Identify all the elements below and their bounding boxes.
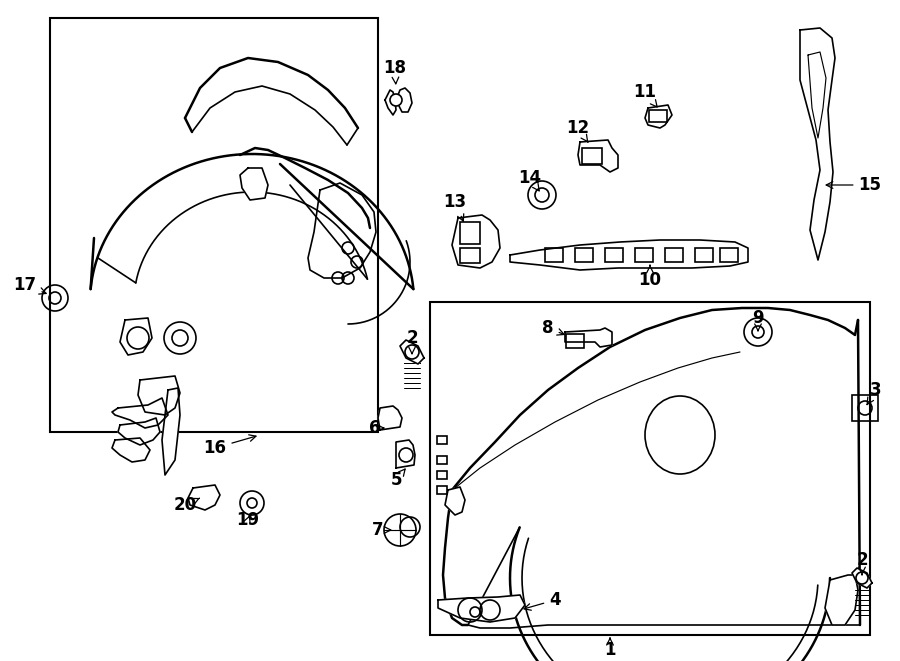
Polygon shape	[385, 90, 396, 115]
Polygon shape	[445, 487, 465, 515]
Bar	[566, 334, 584, 348]
Polygon shape	[120, 318, 152, 355]
Polygon shape	[510, 240, 748, 270]
Polygon shape	[240, 168, 268, 200]
Polygon shape	[565, 328, 612, 347]
Bar	[437, 471, 447, 479]
Bar	[460, 248, 480, 263]
Text: 1: 1	[604, 638, 616, 659]
Text: 15: 15	[826, 176, 881, 194]
Text: 5: 5	[391, 469, 405, 489]
Bar	[665, 248, 683, 262]
Bar	[720, 248, 738, 262]
Text: 16: 16	[203, 435, 256, 457]
Text: 12: 12	[566, 119, 590, 142]
Bar	[437, 486, 447, 494]
Bar	[649, 110, 667, 122]
Text: 4: 4	[524, 591, 561, 610]
Text: 19: 19	[237, 511, 259, 529]
Bar	[695, 248, 713, 262]
Polygon shape	[162, 388, 180, 475]
Bar	[605, 248, 623, 262]
Polygon shape	[396, 440, 415, 468]
Bar	[635, 248, 653, 262]
Polygon shape	[852, 568, 872, 588]
Text: 2: 2	[406, 329, 418, 354]
Text: 14: 14	[518, 169, 542, 191]
Text: 7: 7	[373, 521, 391, 539]
Text: 10: 10	[638, 265, 662, 289]
Polygon shape	[400, 340, 424, 364]
Text: 8: 8	[542, 319, 564, 337]
Bar	[50, 18, 378, 432]
Circle shape	[390, 94, 402, 106]
Polygon shape	[396, 88, 412, 112]
Bar	[460, 222, 480, 244]
Polygon shape	[378, 406, 402, 430]
Polygon shape	[118, 418, 160, 445]
Text: 11: 11	[634, 83, 657, 107]
Polygon shape	[112, 398, 168, 428]
Polygon shape	[825, 575, 858, 625]
Polygon shape	[645, 105, 672, 128]
Text: 6: 6	[369, 419, 384, 437]
Polygon shape	[578, 140, 618, 172]
Bar	[852, 395, 878, 421]
Polygon shape	[138, 376, 180, 415]
Text: 2: 2	[856, 551, 868, 574]
Polygon shape	[188, 485, 220, 510]
Text: 20: 20	[174, 496, 200, 514]
Text: 9: 9	[752, 309, 764, 330]
Bar	[575, 248, 593, 262]
Polygon shape	[112, 438, 150, 462]
Text: 3: 3	[867, 381, 882, 405]
Text: 13: 13	[444, 193, 466, 221]
Bar	[437, 456, 447, 464]
Bar	[430, 302, 870, 635]
Polygon shape	[438, 595, 525, 622]
Bar	[545, 248, 563, 262]
Text: 18: 18	[383, 59, 407, 84]
Bar	[437, 436, 447, 444]
Polygon shape	[800, 28, 835, 260]
Text: 17: 17	[14, 276, 46, 294]
Polygon shape	[452, 215, 500, 268]
Bar	[582, 148, 602, 164]
